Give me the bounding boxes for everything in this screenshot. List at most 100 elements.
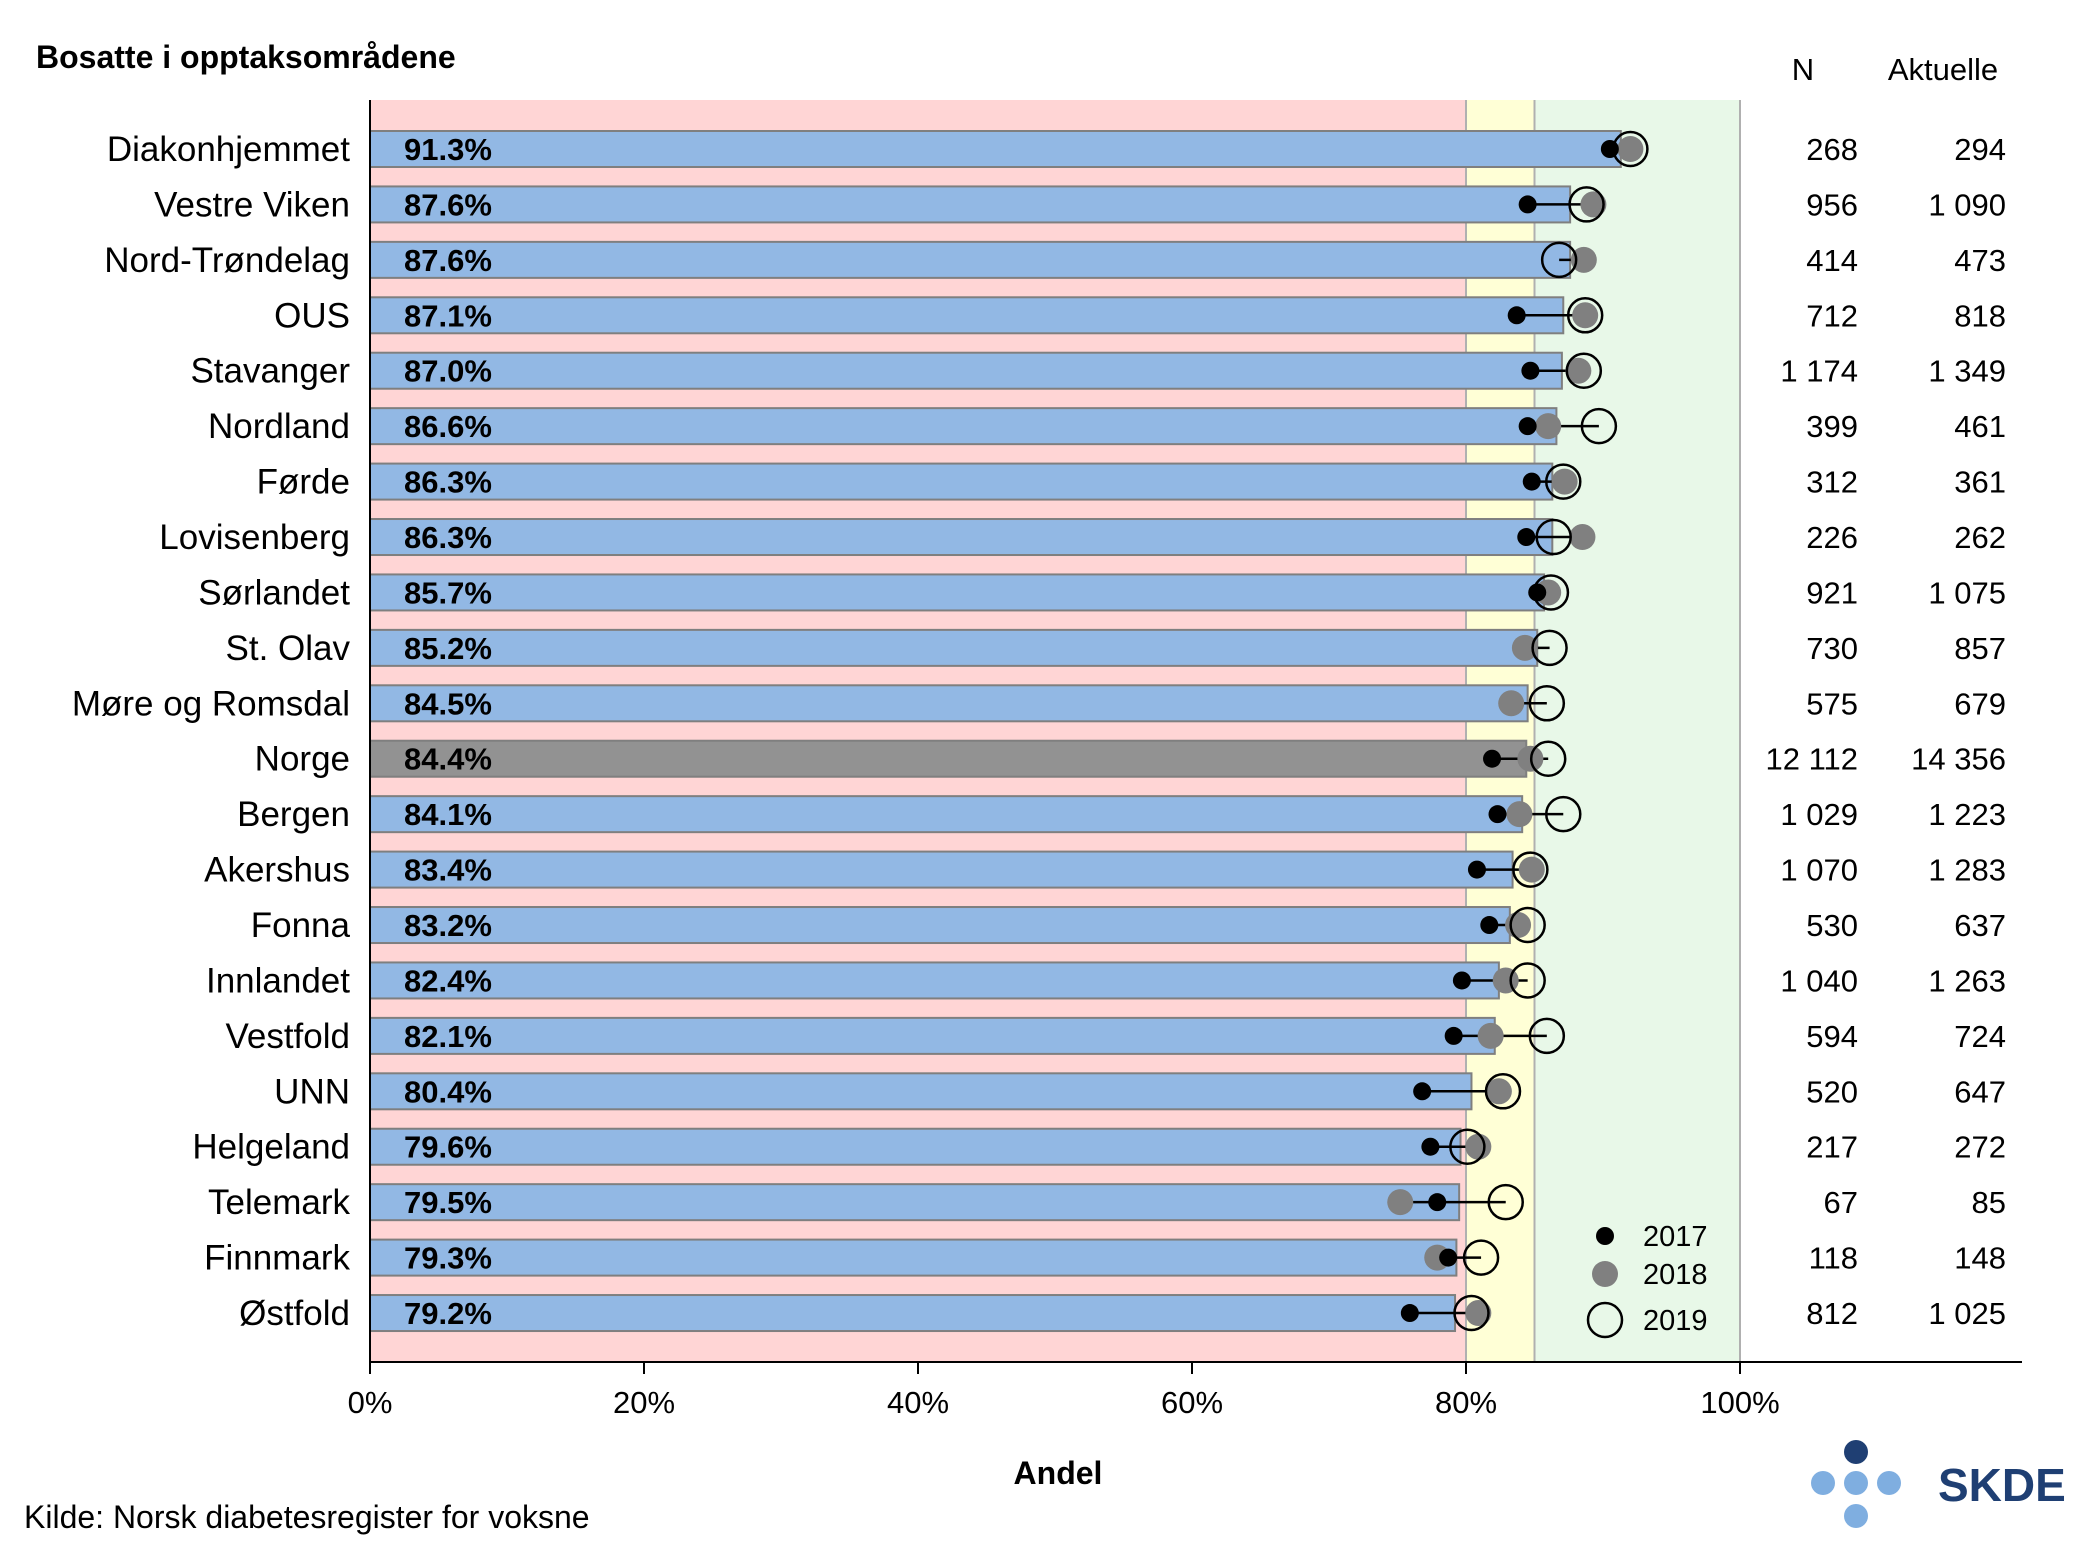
chart-title: Bosatte i opptaksområdene [36,39,456,75]
bar [369,351,1563,390]
marker-2018 [1565,357,1592,384]
marker-2017 [1518,195,1537,214]
bar-value-label: 79.2% [404,1296,492,1331]
marker-2018 [1580,191,1607,218]
skde-logo: SKDE [1811,1440,2066,1528]
n-value: 520 [1806,1074,1858,1109]
n-value: 1 070 [1780,853,1858,888]
n-value: 1 040 [1780,963,1858,998]
aktuelle-value: 1 223 [1928,797,2006,832]
bar-value-label: 82.1% [404,1019,492,1054]
aktuelle-value: 724 [1954,1019,2006,1054]
aktuelle-value: 85 [1972,1185,2006,1220]
n-value: 1 174 [1780,354,1858,389]
bar-value-label: 84.1% [404,797,492,832]
bar [369,1183,1461,1222]
marker-2017 [1488,805,1507,824]
zone-band-0 [370,100,1466,1362]
aktuelle-value: 294 [1954,132,2006,167]
marker-2019 [1568,186,1605,223]
bar [369,518,1554,557]
x-tick-label: 20% [613,1385,675,1420]
bar [369,130,1622,168]
marker-2017 [1444,1026,1463,1045]
marker-2019 [1512,851,1549,888]
marker-2018 [1498,690,1525,717]
bar [369,1238,1458,1277]
marker-2018 [1572,302,1599,329]
x-axis: 0% 20% 40% 60% 80% 100% [348,100,2022,1420]
row-label: Stavanger [190,352,350,391]
marker-2019 [1462,1239,1500,1276]
aktuelle-value: 14 356 [1911,742,2006,777]
n-value: 226 [1806,520,1858,555]
marker-2019 [1453,1294,1490,1332]
n-value: 12 112 [1765,742,1858,777]
n-value: 712 [1806,298,1858,333]
marker-2017 [1517,528,1536,547]
zone-band-1 [1466,100,1535,1362]
bar [369,795,1524,834]
logo-text: SKDE [1938,1459,2066,1511]
aktuelle-value: 818 [1954,298,2006,333]
row-label: Akershus [204,851,350,890]
legend-marker-2017 [1596,1227,1614,1245]
n-value: 312 [1806,465,1858,500]
logo-dot [1844,1471,1868,1495]
aktuelle-value: 1 025 [1928,1296,2006,1331]
bar [369,1072,1473,1111]
bar [369,1016,1496,1055]
n-value: 414 [1806,243,1858,278]
bar [369,185,1572,224]
bar-value-label: 82.4% [404,963,492,998]
row-label: Nord-Trøndelag [104,241,350,280]
marker-2018 [1535,413,1562,440]
aktuelle-value: 1 263 [1928,963,2006,998]
x-tick-label: 80% [1435,1385,1497,1420]
logo-dot [1877,1471,1901,1495]
bar [369,1294,1457,1333]
aktuelle-value: 647 [1954,1074,2006,1109]
bar-value-label: 84.4% [404,742,492,777]
bar [369,906,1511,945]
marker-2019 [1535,518,1572,556]
aktuelle-value: 679 [1954,686,2006,721]
n-value: 118 [1809,1241,1858,1276]
aktuelle-value: 857 [1954,631,2006,666]
marker-2017 [1507,306,1526,325]
marker-2019 [1565,352,1603,389]
row-label: Møre og Romsdal [72,684,350,723]
bar [369,1127,1462,1166]
marker-2018 [1465,1300,1492,1327]
n-value: 594 [1806,1019,1858,1054]
bar-value-label: 87.6% [404,243,492,278]
row-label: Norge [255,740,350,779]
bar-value-label: 85.7% [404,575,492,610]
row-label: Helgeland [192,1128,350,1167]
bar-value-label: 85.2% [404,631,492,666]
n-value: 530 [1806,908,1858,943]
bar-value-label: 86.3% [404,465,492,500]
row-label: UNN [274,1072,350,1111]
x-tick-label: 40% [887,1385,949,1420]
marker-2019 [1545,795,1582,833]
logo-dot [1844,1440,1868,1464]
n-value: 217 [1806,1130,1858,1165]
marker-2019 [1449,1128,1486,1165]
n-value: 812 [1806,1296,1858,1331]
marker-2017 [1518,417,1537,436]
marker-2018 [1518,856,1545,883]
zones [370,100,1741,1362]
row-label: Fonna [251,906,351,945]
marker-2017 [1400,1304,1419,1323]
aktuelle-value: 473 [1954,243,2006,278]
bar-value-label: 87.1% [404,298,492,333]
bar-value-label: 83.4% [404,853,492,888]
aktuelle-value: 1 075 [1928,575,2006,610]
legend-marker-2019 [1586,1301,1624,1339]
zone-band-2 [1534,100,1740,1362]
bar-labels: 91.3% 87.6% 87.6% 87.1% 87.0% 86.6% 86.3% 86.3%… [404,132,492,1331]
row-label: St. Olav [226,629,351,668]
marker-2017 [1521,361,1540,380]
aktuelle-value: 1 090 [1928,187,2006,222]
